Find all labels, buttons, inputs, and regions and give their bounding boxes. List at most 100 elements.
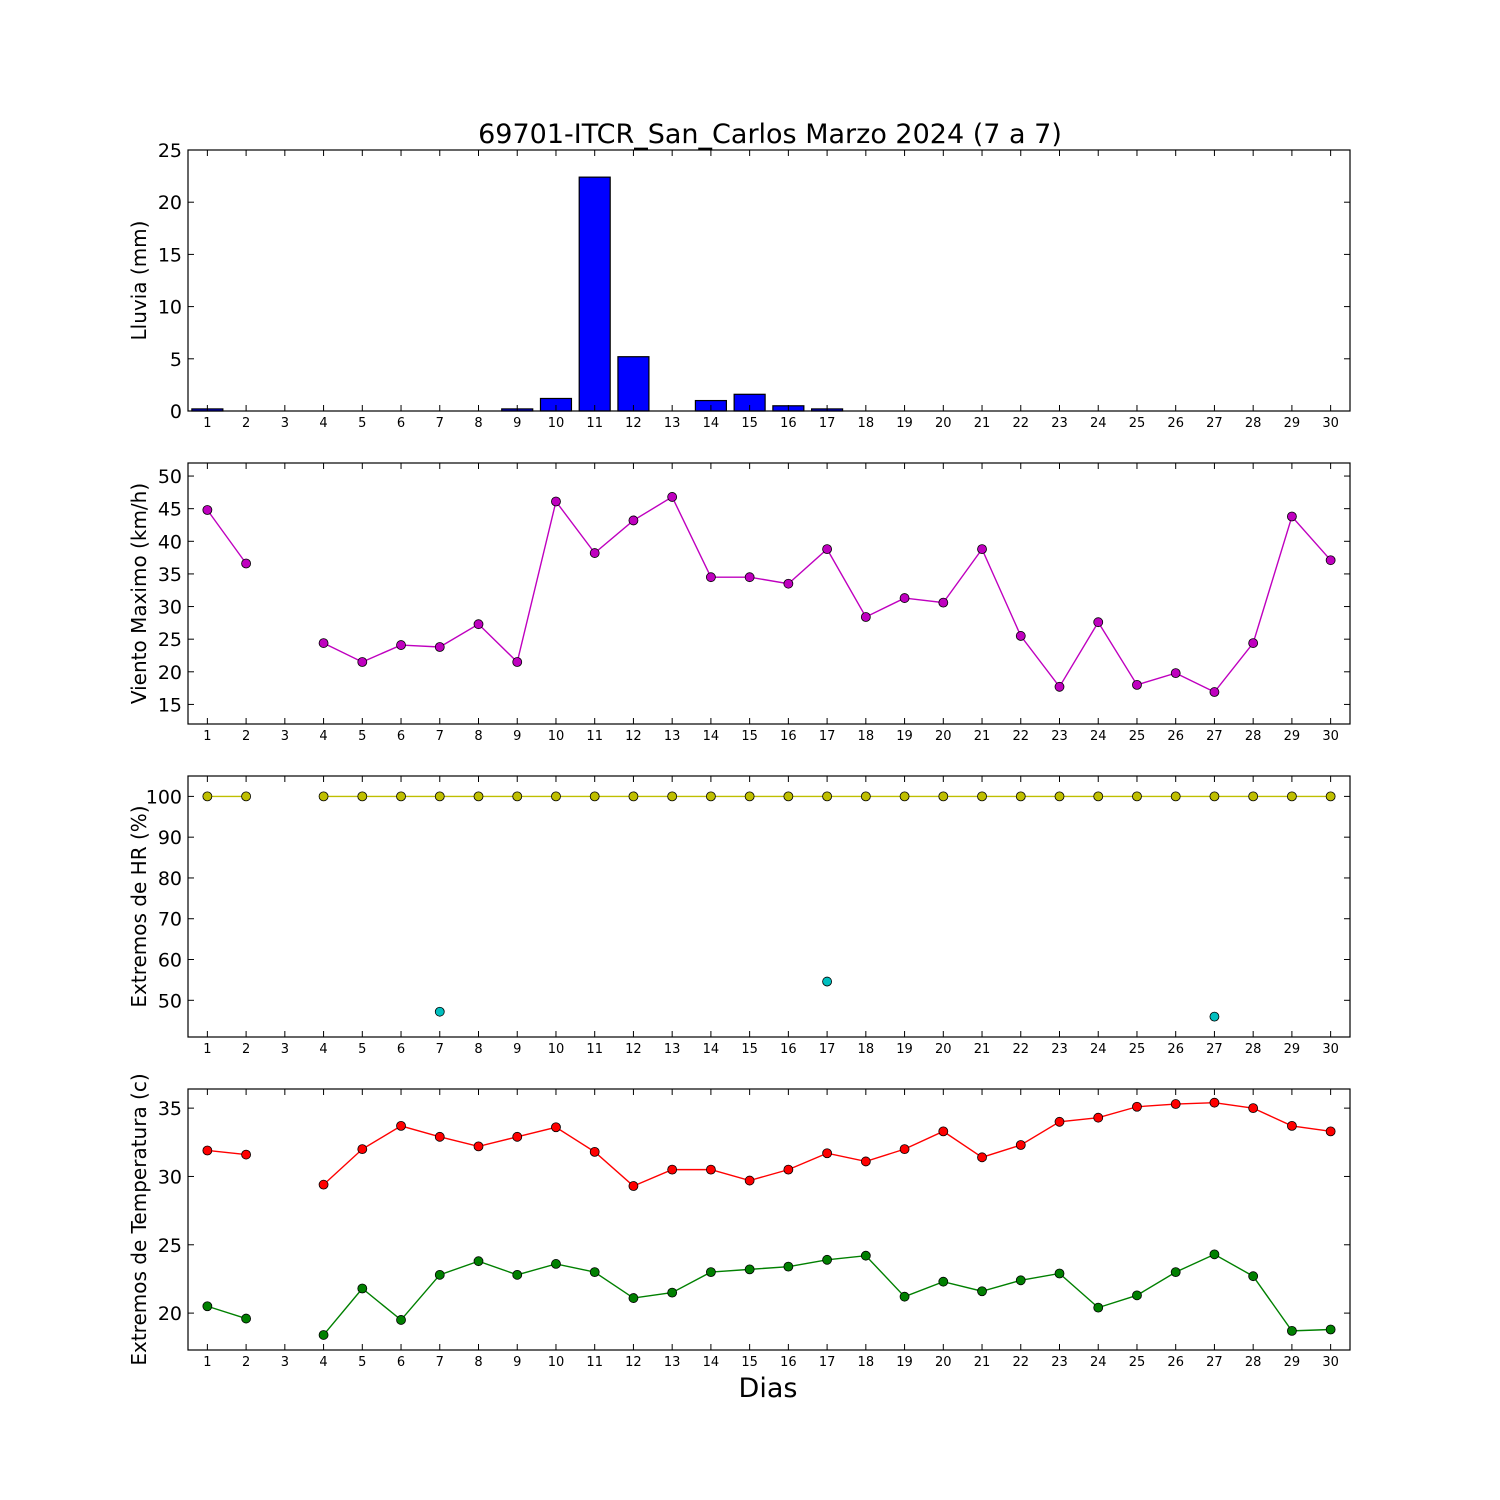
temperature-xtick-label: 5 — [358, 1355, 366, 1370]
humidity-ytick-label: 70 — [158, 909, 182, 931]
wind-xtick-label: 17 — [819, 729, 836, 744]
wind-series-0-point-day-29 — [1287, 511, 1297, 522]
temperature-series-1-point-day-7 — [434, 1269, 445, 1280]
humidity-series-0-point-day-8 — [473, 791, 484, 802]
wind-ytick-label: 30 — [158, 597, 182, 619]
humidity-xtick-label: 27 — [1206, 1042, 1223, 1057]
humidity-xtick-label: 14 — [703, 1042, 720, 1057]
temperature-series-0-point-day-20 — [938, 1126, 949, 1137]
wind-panel: 1 2 3 4 5 6 7 8 9 10 11 12 13 14 15 16 17 18 19 20 21 22 23 24 2… — [127, 462, 1351, 744]
humidity-series-0-point-day-29 — [1287, 791, 1297, 802]
wind-ytick-label: 25 — [158, 629, 182, 651]
rain-xtick-label: 23 — [1051, 416, 1068, 431]
temperature-panel: 1 2 3 4 5 6 7 8 9 10 11 12 13 14 15 16 17 18 19 20 21 22 23 24 2… — [127, 1073, 1351, 1370]
temperature-xtick-label: 3 — [281, 1355, 289, 1370]
temperature-xtick-label: 18 — [858, 1355, 875, 1370]
humidity-series-0-point-day-24 — [1093, 791, 1104, 802]
humidity-series-0-point-day-6 — [396, 791, 406, 802]
wind-series-0-point-day-28 — [1248, 638, 1259, 648]
rain-xtick-label: 15 — [741, 416, 758, 431]
rain-ytick-label: 0 — [170, 401, 182, 423]
wind-xtick-label: 18 — [858, 729, 875, 744]
rain-xtick-label: 9 — [513, 416, 521, 431]
temperature-series-1-point-day-14 — [706, 1267, 716, 1278]
wind-xtick-label: 7 — [436, 729, 444, 744]
temperature-xtick-label: 23 — [1051, 1355, 1068, 1370]
temperature-series-0-point-day-15 — [744, 1175, 755, 1186]
humidity-series-1-point-day-17 — [822, 976, 832, 987]
temperature-series-0-point-day-12 — [628, 1181, 639, 1191]
temperature-series-0-point-day-14 — [706, 1164, 716, 1175]
rain-panel: 1 2 3 4 5 6 7 8 9 10 11 12 13 14 15 16 17 18 19 20 21 22 23 24 2… — [127, 140, 1351, 431]
wind-ytick-label: 35 — [158, 564, 182, 586]
humidity-y-axis-label: Extremos de HR (%) — [127, 805, 151, 1007]
temperature-series-1-point-day-19 — [899, 1291, 910, 1302]
temperature-series-0-point-day-8 — [473, 1141, 484, 1152]
temperature-series-1-point-day-22 — [1015, 1275, 1026, 1286]
wind-series-0-point-day-25 — [1132, 679, 1142, 690]
temperature-xtick-label: 12 — [625, 1355, 642, 1370]
temperature-xtick-label: 29 — [1284, 1355, 1301, 1370]
rain-xtick-label: 26 — [1167, 416, 1184, 431]
temperature-series-1-point-day-9 — [512, 1269, 523, 1280]
humidity-series-0-point-day-18 — [860, 791, 871, 802]
humidity-series-1-point-day-7 — [434, 1006, 445, 1017]
wind-ytick-label: 20 — [158, 662, 182, 684]
temperature-xtick-label: 26 — [1167, 1355, 1184, 1370]
humidity-xtick-label: 22 — [1012, 1042, 1029, 1057]
wind-xtick-label: 11 — [586, 729, 603, 744]
rain-ytick-label: 25 — [158, 140, 182, 162]
temperature-xtick-label: 6 — [397, 1355, 405, 1370]
wind-ytick-label: 50 — [158, 466, 182, 488]
humidity-ytick-label: 80 — [158, 868, 182, 890]
temperature-series-1-point-day-17 — [822, 1254, 832, 1265]
wind-xtick-label: 28 — [1245, 729, 1262, 744]
rain-xtick-label: 4 — [319, 416, 327, 431]
rain-xtick-label: 8 — [474, 416, 482, 431]
rain-xtick-label: 12 — [625, 416, 642, 431]
wind-series-0-point-day-21 — [977, 544, 987, 555]
temperature-series-1-point-day-5 — [357, 1283, 368, 1294]
temperature-series-1-point-day-10 — [551, 1259, 561, 1269]
temperature-series-1-point-day-25 — [1132, 1290, 1142, 1301]
temperature-series-1-point-day-18 — [860, 1250, 871, 1261]
temperature-series-1-point-day-27 — [1209, 1249, 1220, 1260]
rain-xtick-label: 5 — [358, 416, 366, 431]
temperature-series-1-point-day-24 — [1093, 1302, 1104, 1313]
temperature-xtick-label: 25 — [1129, 1355, 1146, 1370]
wind-ytick-label: 15 — [158, 694, 182, 716]
wind-series-0-point-day-8 — [473, 619, 484, 630]
humidity-series-0-point-day-30 — [1325, 791, 1336, 802]
rain-xtick-label: 22 — [1012, 416, 1029, 431]
wind-y-axis-label: Viento Maximo (km/h) — [127, 483, 151, 704]
wind-xtick-label: 24 — [1090, 729, 1107, 744]
temperature-series-1-point-day-29 — [1287, 1325, 1297, 1336]
rain-xtick-label: 11 — [586, 416, 603, 431]
humidity-series-0-point-day-1 — [202, 791, 213, 802]
wind-ytick-label: 40 — [158, 531, 182, 553]
rain-xtick-label: 24 — [1090, 416, 1107, 431]
temperature-ytick-label: 30 — [158, 1166, 182, 1188]
temperature-series-1-point-day-12 — [628, 1293, 639, 1303]
temperature-xtick-label: 22 — [1012, 1355, 1029, 1370]
temperature-series-0-point-day-13 — [667, 1164, 678, 1175]
wind-xtick-label: 1 — [203, 729, 211, 744]
humidity-xtick-label: 17 — [819, 1042, 836, 1057]
humidity-series-0-point-day-19 — [899, 791, 910, 802]
humidity-xtick-label: 15 — [741, 1042, 758, 1057]
wind-series-0-point-day-10 — [551, 496, 561, 507]
humidity-xtick-label: 19 — [896, 1042, 913, 1057]
temperature-xtick-label: 19 — [896, 1355, 913, 1370]
humidity-xtick-label: 16 — [780, 1042, 797, 1057]
temperature-series-0-point-day-9 — [512, 1131, 523, 1142]
wind-xtick-label: 5 — [358, 729, 366, 744]
wind-series-0-point-day-17 — [822, 544, 832, 555]
temperature-xtick-label: 11 — [586, 1355, 603, 1370]
humidity-series-0-point-day-5 — [357, 791, 368, 802]
temperature-series-1-point-day-23 — [1054, 1268, 1065, 1279]
humidity-xtick-label: 21 — [974, 1042, 991, 1057]
wind-xtick-label: 4 — [319, 729, 327, 744]
temperature-series-1-point-day-4 — [318, 1330, 329, 1340]
wind-series-0-point-day-30 — [1325, 555, 1336, 566]
